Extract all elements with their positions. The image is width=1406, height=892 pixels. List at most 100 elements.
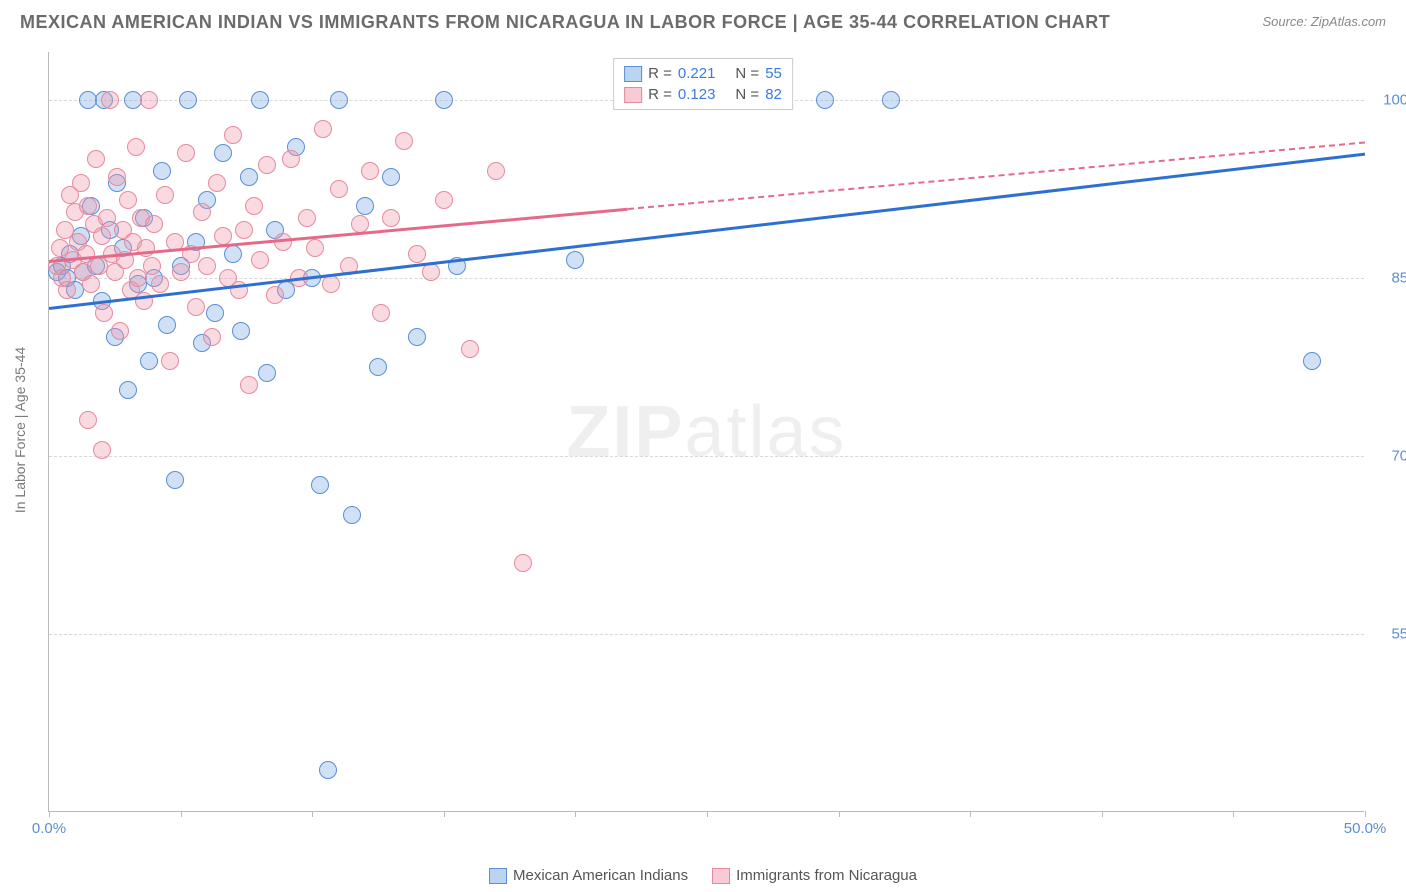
trend-line-extrapolated	[628, 141, 1365, 209]
data-point	[306, 239, 324, 257]
data-point	[361, 162, 379, 180]
x-tick-label: 50.0%	[1344, 820, 1387, 837]
data-point	[395, 132, 413, 150]
data-point	[356, 197, 374, 215]
legend-n-value: 82	[765, 86, 782, 103]
source-attribution: Source: ZipAtlas.com	[1262, 14, 1386, 29]
data-point	[1303, 352, 1321, 370]
data-point	[145, 215, 163, 233]
data-point	[79, 197, 97, 215]
data-point	[369, 358, 387, 376]
data-point	[127, 138, 145, 156]
data-point	[153, 162, 171, 180]
data-point	[87, 150, 105, 168]
legend-correlation: R =0.221N =55R =0.123N =82	[613, 58, 793, 110]
x-tick	[1233, 811, 1234, 817]
data-point	[206, 304, 224, 322]
data-point	[240, 168, 258, 186]
x-tick	[839, 811, 840, 817]
data-point	[161, 352, 179, 370]
data-point	[382, 168, 400, 186]
data-point	[140, 91, 158, 109]
x-tick	[970, 811, 971, 817]
data-point	[214, 144, 232, 162]
x-tick	[1102, 811, 1103, 817]
x-tick	[575, 811, 576, 817]
data-point	[58, 281, 76, 299]
data-point	[93, 227, 111, 245]
data-point	[319, 761, 337, 779]
data-point	[487, 162, 505, 180]
data-point	[330, 91, 348, 109]
legend-swatch	[712, 868, 730, 884]
legend-swatch	[624, 87, 642, 103]
legend-n-label: N =	[735, 86, 759, 103]
data-point	[119, 381, 137, 399]
legend-row: R =0.221N =55	[624, 63, 782, 84]
data-point	[151, 275, 169, 293]
data-point	[311, 476, 329, 494]
legend-r-value: 0.221	[678, 65, 716, 82]
data-point	[235, 221, 253, 239]
data-point	[108, 168, 126, 186]
data-point	[382, 209, 400, 227]
data-point	[330, 180, 348, 198]
data-point	[232, 322, 250, 340]
data-point	[461, 340, 479, 358]
data-point	[82, 275, 100, 293]
data-point	[435, 191, 453, 209]
data-point	[408, 245, 426, 263]
legend-swatch	[624, 66, 642, 82]
data-point	[193, 203, 211, 221]
data-point	[179, 91, 197, 109]
data-point	[98, 209, 116, 227]
chart-title: MEXICAN AMERICAN INDIAN VS IMMIGRANTS FR…	[20, 12, 1110, 33]
grid-line	[49, 456, 1364, 457]
data-point	[298, 209, 316, 227]
legend-r-label: R =	[648, 86, 672, 103]
data-point	[408, 328, 426, 346]
data-point	[282, 150, 300, 168]
legend-series: Mexican American Indians Immigrants from …	[489, 867, 917, 884]
x-tick	[444, 811, 445, 817]
data-point	[72, 174, 90, 192]
data-point	[214, 227, 232, 245]
legend-r-label: R =	[648, 65, 672, 82]
data-point	[172, 263, 190, 281]
data-point	[111, 322, 129, 340]
grid-line	[49, 634, 1364, 635]
data-point	[156, 186, 174, 204]
legend-item: Mexican American Indians	[489, 867, 688, 884]
data-point	[79, 411, 97, 429]
data-point	[224, 126, 242, 144]
data-point	[258, 156, 276, 174]
data-point	[203, 328, 221, 346]
data-point	[566, 251, 584, 269]
data-point	[372, 304, 390, 322]
data-point	[435, 91, 453, 109]
legend-item: Immigrants from Nicaragua	[712, 867, 917, 884]
data-point	[224, 245, 242, 263]
data-point	[177, 144, 195, 162]
plot-area: ZIPatlas 55.0%70.0%85.0%100.0%0.0%50.0%	[48, 52, 1364, 812]
y-axis-title: In Labor Force | Age 35-44	[12, 347, 28, 513]
data-point	[251, 251, 269, 269]
x-tick	[707, 811, 708, 817]
data-point	[208, 174, 226, 192]
data-point	[882, 91, 900, 109]
data-point	[101, 91, 119, 109]
y-tick-label: 70.0%	[1374, 447, 1406, 464]
legend-label: Immigrants from Nicaragua	[736, 867, 917, 884]
x-tick-label: 0.0%	[32, 820, 66, 837]
data-point	[119, 191, 137, 209]
x-tick	[1365, 811, 1366, 817]
data-point	[816, 91, 834, 109]
data-point	[245, 197, 263, 215]
data-point	[251, 91, 269, 109]
data-point	[143, 257, 161, 275]
data-point	[166, 471, 184, 489]
data-point	[158, 316, 176, 334]
x-tick	[181, 811, 182, 817]
data-point	[314, 120, 332, 138]
legend-n-value: 55	[765, 65, 782, 82]
